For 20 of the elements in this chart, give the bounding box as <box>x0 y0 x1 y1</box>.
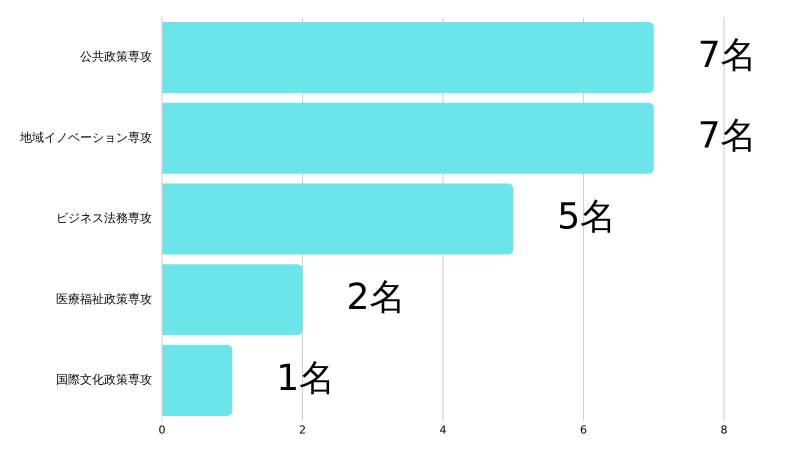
data-label: 7名 <box>698 34 757 76</box>
y-tick-label: ビジネス法務専攻 <box>56 211 152 226</box>
y-tick-label: 地域イノベーション専攻 <box>19 130 152 144</box>
data-label: 5名 <box>557 196 616 238</box>
data-label: 2名 <box>346 277 406 318</box>
bar <box>162 102 654 174</box>
x-tick-label: 6 <box>580 423 587 436</box>
y-tick-label: 国際文化政策専攻 <box>56 372 152 387</box>
x-tick-label: 8 <box>720 423 728 436</box>
data-label: 1名 <box>276 358 336 399</box>
x-tick-label: 0 <box>158 423 166 436</box>
x-tick-label: 4 <box>440 423 446 436</box>
y-tick-label: 医療福祉政策専攻 <box>56 292 152 306</box>
bar <box>162 344 232 416</box>
bar <box>162 264 302 336</box>
bar <box>162 22 654 94</box>
y-tick-label: 公共政策専攻 <box>80 50 152 64</box>
data-label: 7名 <box>698 116 757 157</box>
bar <box>162 183 514 255</box>
x-tick-label: 2 <box>299 423 306 436</box>
